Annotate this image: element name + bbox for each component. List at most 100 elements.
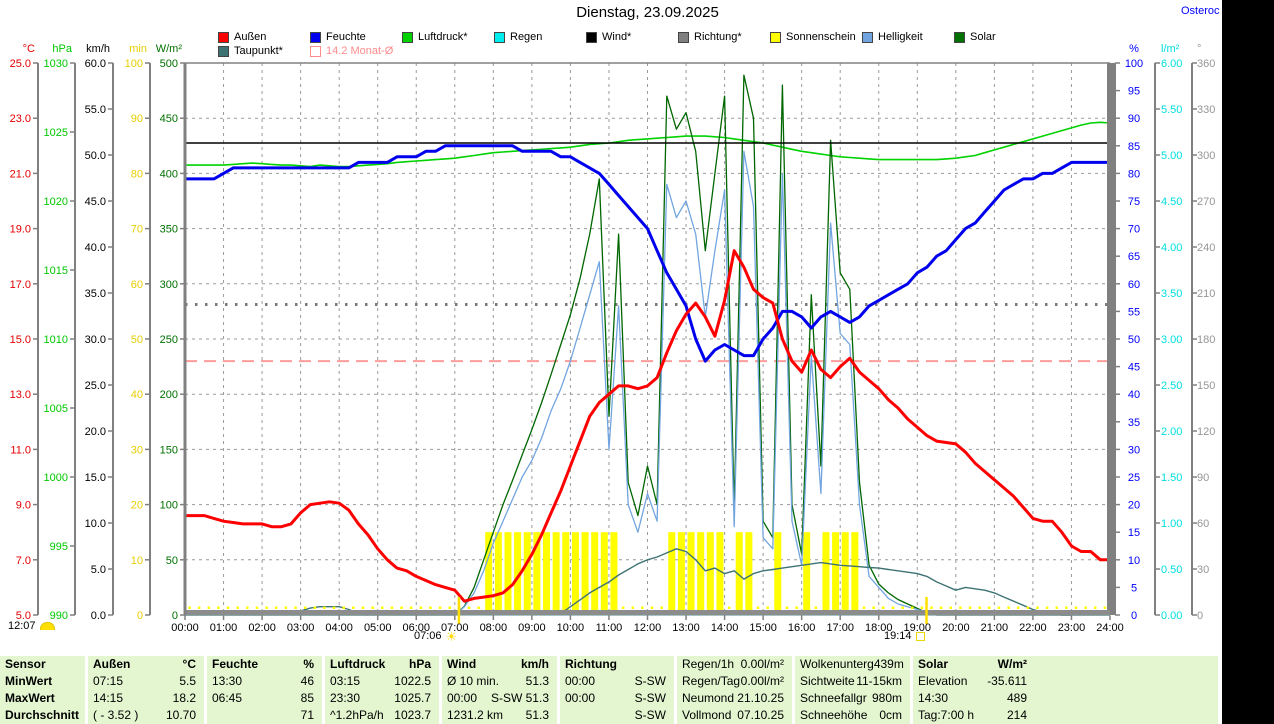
sunshine-zero-dot: [949, 606, 952, 609]
legend-swatch: [310, 45, 321, 57]
cell-right: 85: [300, 691, 314, 705]
sunshine-zero-dot: [275, 606, 278, 609]
axis-tick-label: 11.0: [10, 444, 31, 456]
legend-label: Luftdruck*: [418, 31, 468, 43]
axis-tick-label: 3.50: [1161, 288, 1182, 300]
sunshine-zero-dot: [255, 606, 259, 609]
sunshine-bar: [485, 532, 493, 610]
table-row-label: MinWert: [5, 674, 53, 688]
cell-right: 07.10.25: [737, 708, 784, 722]
axis-tick-label: 50: [166, 555, 178, 567]
hour-label: 17:00: [826, 622, 854, 634]
table-column-solar: Solar W/m² Elevation -35.611 14:30 489 Tag:7:0…: [913, 656, 1218, 724]
cell-right: 51.3: [525, 674, 549, 688]
table-cell-row: Schneefallgr 980m: [800, 690, 910, 707]
sunshine-zero-dot: [727, 606, 731, 609]
sunshine-bar: [822, 532, 830, 610]
sunshine-bar: [841, 532, 849, 610]
table-cell-row: S-SW: [565, 707, 674, 724]
sunshine-zero-dot: [708, 606, 712, 609]
cell-right: 5.5: [179, 674, 196, 688]
sunshine-zero-dot: [467, 606, 471, 609]
axis-tick-label: 1025: [44, 127, 68, 139]
sunshine-zero-dot: [236, 606, 239, 609]
sun-noon-icon: [39, 622, 55, 630]
header-unit: km/h: [520, 657, 549, 671]
noon-time: 12:07: [8, 620, 55, 632]
sunshine-zero-dot: [756, 606, 760, 609]
axis-tick-label: 450: [160, 113, 178, 125]
sunshine-bar: [552, 532, 560, 610]
sunshine-zero-dot: [804, 606, 808, 609]
legend-swatch: [310, 31, 321, 43]
axis-tick-label: 60: [131, 279, 143, 291]
cell-left: ^1.2hPa/h: [330, 708, 384, 722]
cell-left: Elevation: [918, 674, 968, 688]
cell-left: Tag:7:00 h: [918, 708, 975, 722]
axis-tick-label: 60.0: [85, 58, 106, 70]
header-unit: hPa: [408, 657, 431, 671]
table-column-wind: Wind km/h Ø 10 min. 51.3 00:00 S-SW 51.3 1231.…: [442, 656, 560, 724]
cell-left: Schneehöhe: [800, 708, 868, 722]
axis-tick-label: 1020: [44, 196, 68, 208]
sunshine-zero-dot: [1103, 606, 1107, 609]
cell-right: 18.2: [172, 691, 196, 705]
hour-label: 21:00: [981, 622, 1009, 634]
axis-tick-label: 350: [160, 224, 178, 236]
table-cell-row: 1231.2 km 51.3: [447, 707, 557, 724]
legend-label: Feuchte: [326, 31, 366, 43]
sunshine-zero-dot: [988, 606, 991, 609]
legend-label: Regen: [510, 31, 543, 43]
axis-tick-label: 0: [172, 610, 178, 622]
hour-label: 19:00: [904, 622, 932, 634]
axis-tick-label: 35: [1128, 417, 1140, 429]
axis-tick-label: 70: [131, 224, 143, 236]
header-unit: W/m²: [997, 657, 1027, 671]
sunshine-zero-dot: [853, 606, 856, 609]
table-cell-row: Vollmond 07.10.25: [682, 707, 792, 724]
axis-tick-label: 19.0: [10, 224, 31, 236]
axis-tick-label: 6.00: [1161, 58, 1182, 70]
sunshine-zero-dot: [1045, 606, 1049, 609]
table-column-wolkenunterg: Wolkenunterg 439m Sichtweite 11-15km Schneef…: [795, 656, 913, 724]
table-cell-row: Sichtweite 11-15km: [800, 673, 910, 690]
sunshine-zero-dot: [930, 606, 933, 609]
sunshine-zero-dot: [515, 606, 519, 609]
axis-tick-label: 40: [1128, 389, 1140, 401]
axis-tick-label: 4.00: [1161, 242, 1182, 254]
legend-item-sonnenschein: Sonnenschein: [770, 31, 856, 43]
axis-tick-label: 90: [1197, 472, 1209, 484]
table-cell-row: 14:30 489: [918, 690, 1035, 707]
legend-label: Solar: [970, 31, 996, 43]
sunshine-zero-dot: [323, 606, 326, 609]
sunset-icon: [915, 631, 925, 641]
axis-tick-label: 30: [1128, 444, 1140, 456]
table-cell-row: ( - 3.52 ) 10.70: [93, 707, 204, 724]
sunrise-label: 07:06: [414, 630, 442, 642]
sunshine-zero-dot: [342, 606, 345, 609]
cell-right: 0cm: [879, 708, 902, 722]
axis-tick-label: 7.0: [16, 555, 31, 567]
legend-swatch: [678, 31, 689, 43]
table-cell-row: 03:15 1022.5: [330, 673, 439, 690]
cell-left: 00:00: [565, 674, 596, 688]
right-black-strip: [1222, 0, 1274, 724]
table-column-header: Solar W/m²: [918, 656, 1035, 673]
axis-tick-label: 0.0: [91, 610, 106, 622]
sunshine-zero-dot: [621, 606, 625, 609]
sunshine-zero-dot: [766, 606, 769, 609]
table-column-inner: Solar W/m² Elevation -35.611 14:30 489 Tag:7:0…: [918, 656, 1035, 724]
legend-label: Sonnenschein: [786, 31, 856, 43]
hour-label: 09:00: [518, 622, 546, 634]
sunshine-zero-dot: [294, 606, 297, 609]
sunshine-zero-dot: [419, 606, 423, 609]
axis-tick-label: 300: [1197, 150, 1215, 162]
axis-tick-label: 15.0: [85, 472, 106, 484]
sunshine-zero-dot: [332, 606, 336, 609]
axis-tick-label: 50: [131, 334, 143, 346]
cell-left: 14:15: [93, 691, 124, 705]
header-label: Luftdruck: [330, 657, 386, 671]
sunshine-zero-dot: [824, 606, 827, 609]
cell-right: 1025.7: [394, 691, 431, 705]
cell-left: ( - 3.52 ): [93, 708, 139, 722]
